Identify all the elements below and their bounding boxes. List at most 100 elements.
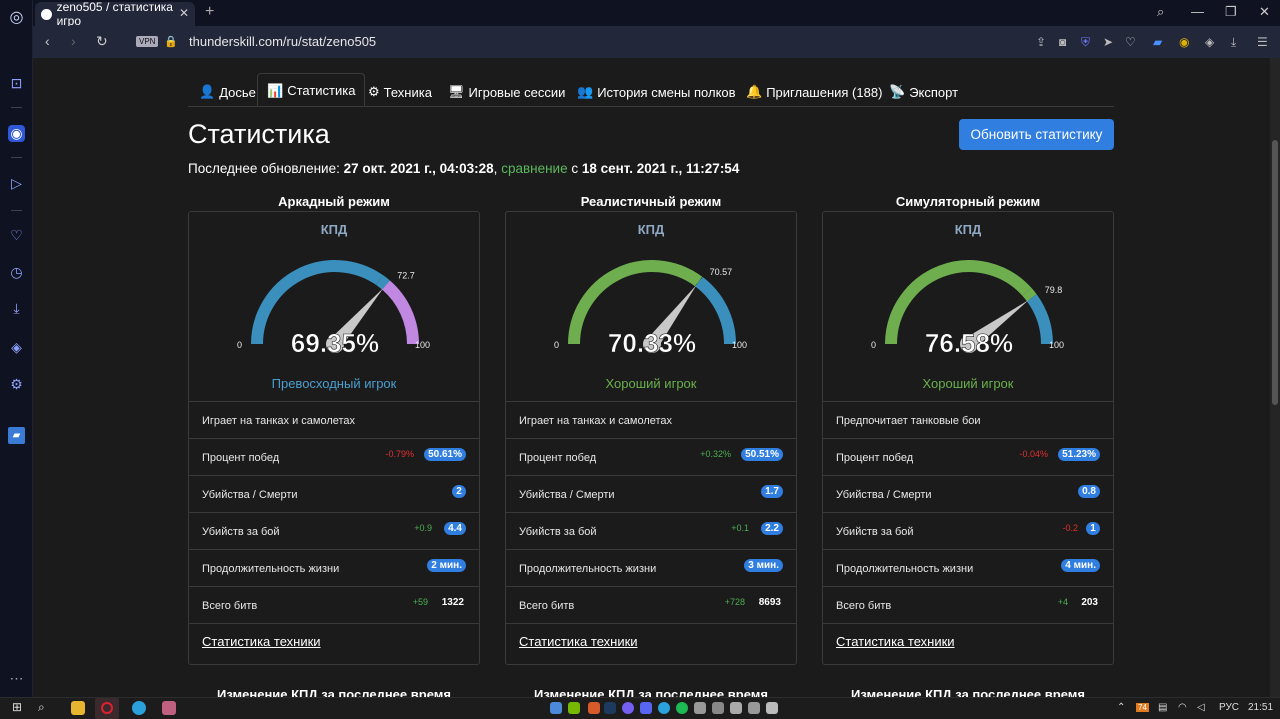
new-tab-button[interactable]: + [205, 3, 215, 20]
extension-icon[interactable]: ▰ [1153, 35, 1163, 49]
nvidia-icon[interactable] [568, 702, 580, 714]
gauge-needle-hub [326, 335, 344, 353]
tab-invitations[interactable]: 🔔 Приглашения (188) [746, 78, 882, 106]
gauge-arc-gap [1022, 287, 1037, 302]
mode-card: КПД 79.8 0 100 76.58% Хороший игрок Предпочита… [822, 211, 1114, 665]
easy-setup-icon[interactable]: ☰ [1257, 35, 1268, 49]
discord-icon[interactable] [640, 702, 652, 714]
scrollbar-thumb[interactable] [1272, 140, 1278, 405]
gamepad-icon[interactable]: ⊡ [10, 75, 23, 91]
download-icon[interactable]: ⤓ [1231, 35, 1237, 49]
wifi-icon[interactable]: ◠ [1178, 702, 1187, 713]
share-icon[interactable]: ⇪ [1036, 35, 1047, 49]
vehicle-stats-link[interactable]: Статистика техники [202, 634, 321, 649]
play-style-row: Играет на танках и самолетах [506, 401, 796, 438]
stat-value-badge: 50.61% [424, 448, 466, 461]
search-tabs-icon[interactable]: ⌕ [1157, 4, 1165, 19]
rss-icon: 📡 [889, 84, 906, 99]
telegram-icon[interactable] [132, 701, 146, 715]
vpn-badge[interactable]: VPN [136, 36, 159, 47]
gauge-max-label: 100 [732, 340, 747, 350]
back-icon[interactable]: ‹ [45, 33, 50, 49]
maximize-icon[interactable]: ❐ [1225, 4, 1237, 19]
heart-icon[interactable]: ♡ [1125, 35, 1136, 49]
tab-label: История смены полков [597, 84, 736, 100]
volume-icon[interactable]: ◁ [1197, 702, 1205, 713]
chart-icon: 📊 [267, 82, 284, 98]
reload-icon[interactable]: ↻ [96, 33, 108, 49]
tab-squadron-history[interactable]: 👥 История смены полков [577, 78, 736, 106]
gauge-min-label: 0 [871, 340, 876, 350]
close-tab-icon[interactable]: ✕ [178, 6, 189, 20]
network-icon[interactable]: ▤ [1158, 702, 1168, 713]
stat-delta: -0.04% [1019, 449, 1048, 459]
cube-icon[interactable]: ◈ [11, 339, 22, 355]
vehicles-row: Статистика техники [823, 623, 1113, 660]
shield-icon[interactable]: ⛨ [1081, 35, 1091, 49]
player-icon[interactable]: ▷ [11, 175, 22, 191]
send-icon[interactable]: ➤ [1103, 35, 1114, 49]
camera-icon[interactable]: ◙ [1059, 35, 1067, 49]
viber-icon[interactable] [622, 702, 634, 714]
tab-dossier[interactable]: 👤 Досье [199, 78, 256, 106]
tray-icon[interactable] [550, 702, 562, 714]
tray-icon[interactable] [588, 702, 600, 714]
search-icon[interactable]: ⌕ [38, 700, 45, 714]
play-style-label: Играет на танках и самолетах [519, 415, 673, 427]
separator: , [493, 161, 498, 176]
tray-icon[interactable] [712, 702, 724, 714]
wallet-icon[interactable]: ◉ [1179, 35, 1190, 49]
vehicle-stats-link[interactable]: Статистика техники [836, 634, 955, 649]
telegram-icon[interactable] [658, 702, 670, 714]
tray-icon[interactable] [694, 702, 706, 714]
app-icon[interactable] [162, 701, 176, 715]
stat-value-badge: 50.51% [741, 448, 783, 461]
more-icon[interactable]: ⋯ [9, 670, 24, 686]
settings-icon[interactable]: ⚙ [10, 376, 23, 392]
folder-icon[interactable] [71, 701, 85, 715]
gauge-needle [329, 288, 384, 349]
history-icon[interactable]: ◷ [10, 264, 23, 280]
page-title: Статистика [188, 119, 330, 149]
language-indicator[interactable]: РУС [1219, 702, 1240, 713]
play-style-label: Предпочитает танковые бои [836, 415, 981, 427]
stat-row: Процент побед 50.61% -0.79% [189, 438, 479, 475]
tab-vehicles[interactable]: ⚙ Техника [368, 78, 432, 106]
tab-label: Досье [219, 84, 256, 100]
stat-row: Процент побед 51.23% -0.04% [823, 438, 1113, 475]
cube-icon[interactable]: ◈ [1205, 35, 1215, 49]
notification-badge[interactable]: 74 [1136, 703, 1149, 712]
tray-icon[interactable] [766, 702, 778, 714]
sidebar-divider [11, 210, 22, 211]
windows-start-icon[interactable]: ⊞ [12, 700, 23, 714]
tray-icon[interactable] [748, 702, 760, 714]
section-heading: Изменение КПД за последнее время [534, 687, 768, 697]
tab-statistics[interactable]: 📊 Статистика [257, 73, 366, 107]
spotify-icon[interactable] [676, 702, 688, 714]
tray-expand-icon[interactable]: ⌃ [1117, 702, 1126, 713]
tab-label: Экспорт [909, 84, 959, 100]
minimize-icon[interactable]: — [1191, 4, 1204, 19]
instagram-icon[interactable]: ◉ [8, 125, 25, 142]
extension-icon[interactable]: ▰ [8, 427, 25, 444]
close-window-icon[interactable]: ✕ [1259, 4, 1270, 19]
download-icon[interactable]: ⤓ [13, 300, 20, 316]
compare-link[interactable]: сравнение [501, 161, 568, 176]
gauge-min-label: 0 [237, 340, 242, 350]
tab-sessions[interactable]: 🖥 Игровые сессии [448, 78, 565, 106]
clock[interactable]: 21:51 [1248, 702, 1274, 713]
vehicle-stats-link[interactable]: Статистика техники [519, 634, 638, 649]
gauge-needle [646, 284, 697, 349]
refresh-stats-button[interactable]: Обновить статистику [959, 119, 1114, 150]
forward-icon[interactable]: › [71, 33, 76, 49]
tab-export[interactable]: 📡 Экспорт [889, 78, 958, 106]
efficiency-gauge: 79.8 0 100 76.58% [871, 260, 1064, 358]
tray-icon[interactable] [730, 702, 742, 714]
vehicles-row: Статистика техники [506, 623, 796, 660]
browser-tab[interactable]: zeno505 / статистика игро ✕ [35, 0, 195, 28]
url-field[interactable]: thunderskill.com/ru/stat/zeno505 [189, 34, 377, 49]
lock-icon[interactable]: 🔒 [164, 36, 178, 48]
opera-logo-icon[interactable]: ◎ [9, 8, 24, 26]
steam-icon[interactable] [604, 702, 616, 714]
heart-icon[interactable]: ♡ [10, 227, 23, 243]
